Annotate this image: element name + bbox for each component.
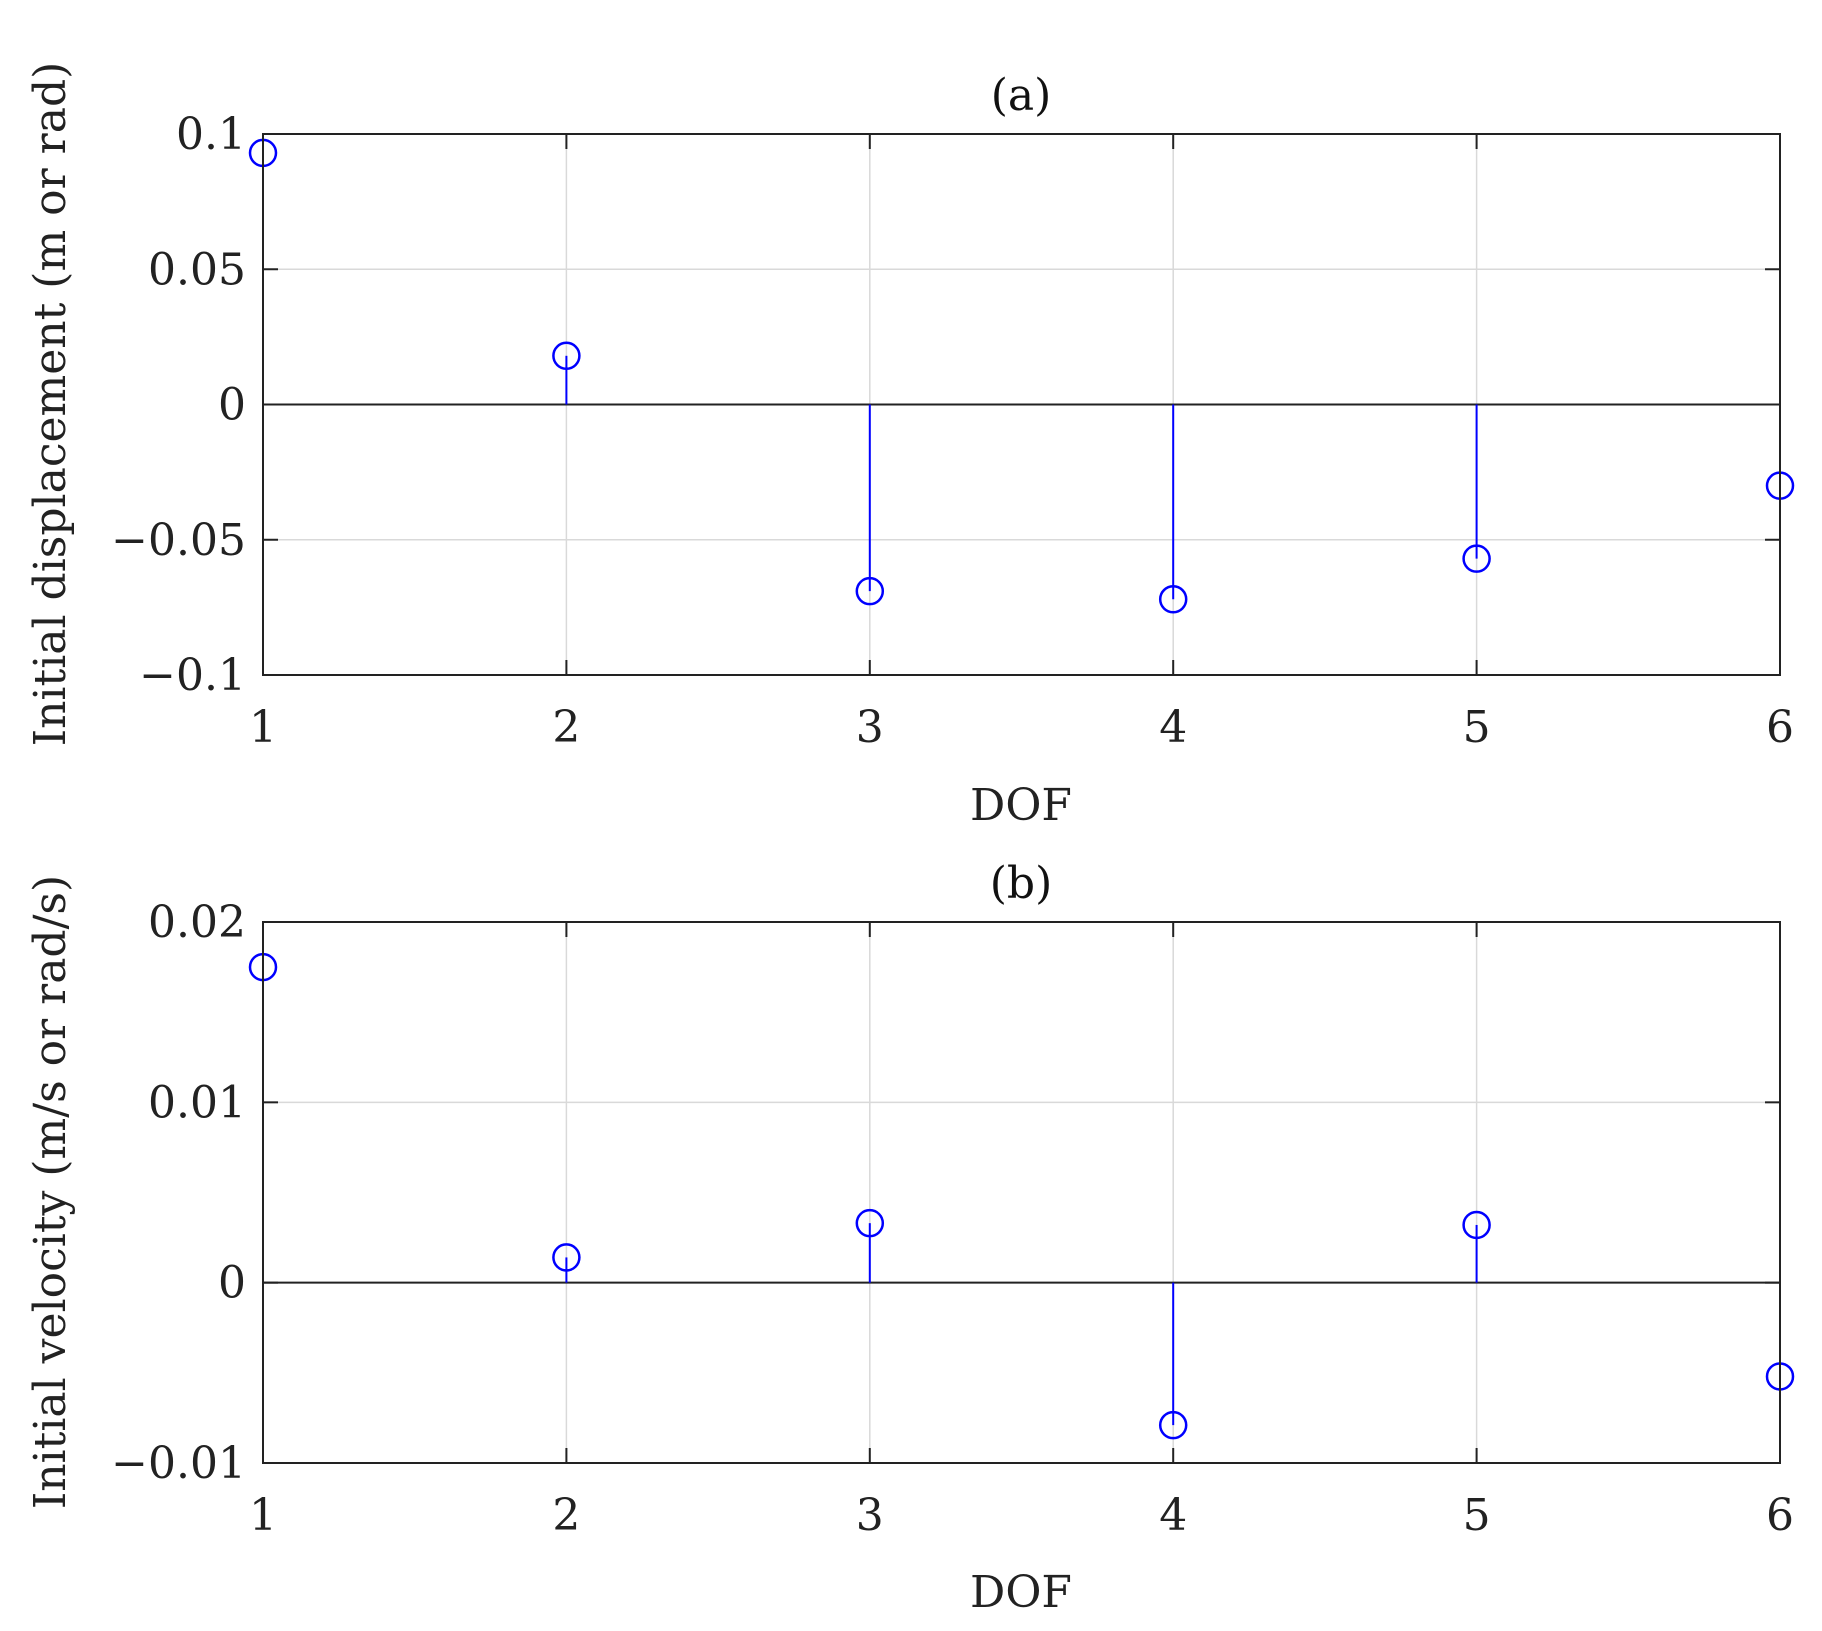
panel-b-x-tick-label: 6 bbox=[1766, 1490, 1794, 1541]
panel-b-x-tick-label: 3 bbox=[856, 1490, 884, 1541]
panel-a-data-point bbox=[552, 341, 581, 371]
panel-b-x-tick-label: 5 bbox=[1463, 1490, 1491, 1541]
panel-a-x-tick-label: 4 bbox=[1159, 702, 1187, 753]
panel-a-tick-marks bbox=[262, 133, 1781, 676]
panel-b-grid bbox=[262, 921, 1781, 1464]
panel-a-data-point bbox=[1158, 585, 1188, 614]
panel-b-x-tick-label: 1 bbox=[249, 1490, 277, 1541]
panel-b: (b) 1 2 3 4 5 6 0.02 0.01 0 −0.01 DOF Initial ve… bbox=[25, 858, 1795, 1618]
panel-a-y-tick-labels: 0.1 0.05 0 −0.05 −0.1 bbox=[111, 109, 246, 701]
panel-a-y-tick-label: 0.05 bbox=[148, 244, 246, 295]
panel-b-axes-box bbox=[262, 921, 1781, 1464]
panel-a-x-tick-label: 6 bbox=[1766, 702, 1794, 753]
panel-a-title: (a) bbox=[991, 70, 1052, 121]
panel-b-markers bbox=[248, 952, 1795, 1440]
panel-b-y-tick-label: −0.01 bbox=[111, 1438, 246, 1489]
panel-b-stems bbox=[262, 967, 1781, 1426]
panel-a-y-tick-label: 0.1 bbox=[176, 109, 246, 160]
panel-b-title: (b) bbox=[990, 858, 1053, 909]
panel-b-x-tick-labels: 1 2 3 4 5 6 bbox=[249, 1490, 1794, 1541]
panel-b-data-point bbox=[1462, 1210, 1491, 1240]
panel-a-x-axis-label: DOF bbox=[970, 780, 1072, 831]
panel-a-x-tick-label: 5 bbox=[1463, 702, 1491, 753]
panel-a-x-tick-labels: 1 2 3 4 5 6 bbox=[249, 702, 1794, 753]
panel-a-markers bbox=[248, 138, 1795, 614]
panel-b-y-tick-label: 0 bbox=[218, 1258, 246, 1309]
panel-a-y-tick-label: −0.05 bbox=[111, 515, 246, 566]
panel-b-data-point bbox=[552, 1243, 581, 1272]
panel-b-data-point bbox=[1158, 1410, 1188, 1440]
panel-b-x-tick-label: 4 bbox=[1159, 1490, 1187, 1541]
panel-a-x-tick-label: 1 bbox=[249, 702, 277, 753]
panel-a-data-point bbox=[1462, 544, 1491, 573]
panel-b-tick-marks bbox=[262, 921, 1781, 1464]
panel-b-data-point bbox=[855, 1208, 885, 1238]
panel-b-y-axis-label: Initial velocity (m/s or rad/s) bbox=[25, 875, 76, 1509]
panel-a-x-tick-label: 3 bbox=[856, 702, 884, 753]
panel-a-y-tick-label: 0 bbox=[218, 380, 246, 431]
panel-b-x-tick-label: 2 bbox=[552, 1490, 580, 1541]
panel-a-stems bbox=[262, 152, 1781, 600]
panel-b-y-tick-label: 0.01 bbox=[148, 1077, 246, 1128]
panel-a-y-axis-label: Initial displacement (m or rad) bbox=[25, 62, 76, 747]
panel-b-y-tick-labels: 0.02 0.01 0 −0.01 bbox=[111, 897, 246, 1489]
panel-a-y-tick-label: −0.1 bbox=[139, 650, 246, 701]
panel-b-y-tick-label: 0.02 bbox=[148, 897, 246, 948]
panel-a-data-point bbox=[855, 576, 885, 606]
panel-a-x-tick-label: 2 bbox=[552, 702, 580, 753]
panel-b-x-axis-label: DOF bbox=[970, 1567, 1072, 1618]
panel-a: (a) 1 2 3 4 5 6 0.1 0.05 0 −0.05 −0.1 DOF Initial… bbox=[25, 62, 1795, 831]
